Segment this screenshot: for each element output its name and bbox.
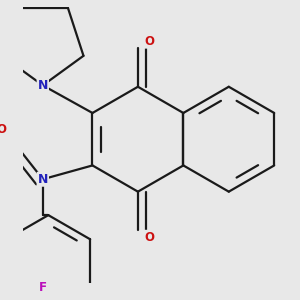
Text: N: N [38, 79, 48, 92]
Text: F: F [39, 281, 47, 294]
Text: O: O [144, 231, 154, 244]
Text: O: O [144, 35, 154, 48]
Text: N: N [38, 173, 48, 186]
Text: O: O [0, 123, 6, 136]
